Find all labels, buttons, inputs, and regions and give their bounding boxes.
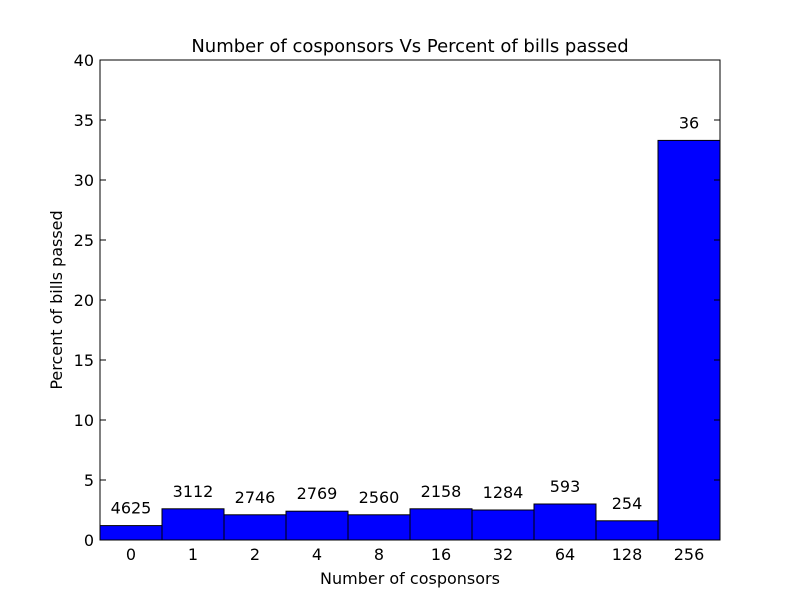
bar-count-label: 254	[612, 494, 643, 513]
y-tick-label: 10	[74, 411, 94, 430]
x-tick-label: 8	[374, 545, 384, 564]
ticks-layer	[100, 59, 720, 541]
plot-frame	[99, 59, 721, 541]
x-tick-label: 2	[250, 545, 260, 564]
bar-256	[657, 139, 721, 541]
y-tick-label: 0	[84, 531, 94, 550]
x-tick-label: 0	[126, 545, 136, 564]
bar-128	[595, 520, 659, 541]
bar-16	[409, 508, 473, 541]
y-axis-label: Percent of bills passed	[47, 210, 66, 389]
y-tick-label: 30	[74, 171, 94, 190]
bar-count-label: 2560	[359, 488, 400, 507]
bar-count-label: 3112	[173, 482, 214, 501]
bar-0	[99, 525, 163, 541]
bar-2	[223, 514, 287, 541]
x-axis-label: Number of cosponsors	[320, 569, 500, 588]
x-tick-label: 16	[431, 545, 451, 564]
bar-64	[533, 503, 597, 541]
bar-8	[347, 514, 411, 541]
bar-count-label: 4625	[111, 499, 152, 518]
bar-4	[285, 510, 349, 541]
y-tick-label: 25	[74, 231, 94, 250]
x-tick-label: 128	[612, 545, 643, 564]
x-tick-label: 256	[674, 545, 705, 564]
bar-count-label: 1284	[483, 483, 524, 502]
bar-count-label: 2158	[421, 482, 462, 501]
bar-1	[161, 508, 225, 541]
y-tick-label: 35	[74, 111, 94, 130]
bar-count-label: 2746	[235, 488, 276, 507]
bar-count-label: 2769	[297, 484, 338, 503]
chart-title: Number of cosponsors Vs Percent of bills…	[191, 36, 628, 57]
y-tick-label: 20	[74, 291, 94, 310]
x-tick-label: 32	[493, 545, 513, 564]
x-tick-label: 1	[188, 545, 198, 564]
y-tick-label: 40	[74, 51, 94, 70]
y-tick-label: 15	[74, 351, 94, 370]
x-tick-label: 4	[312, 545, 322, 564]
x-tick-label: 64	[555, 545, 575, 564]
y-tick-label: 5	[84, 471, 94, 490]
bar-count-label: 593	[550, 477, 581, 496]
bars-layer	[99, 139, 721, 541]
bar-count-label: 36	[679, 113, 699, 132]
bar-32	[471, 509, 535, 541]
